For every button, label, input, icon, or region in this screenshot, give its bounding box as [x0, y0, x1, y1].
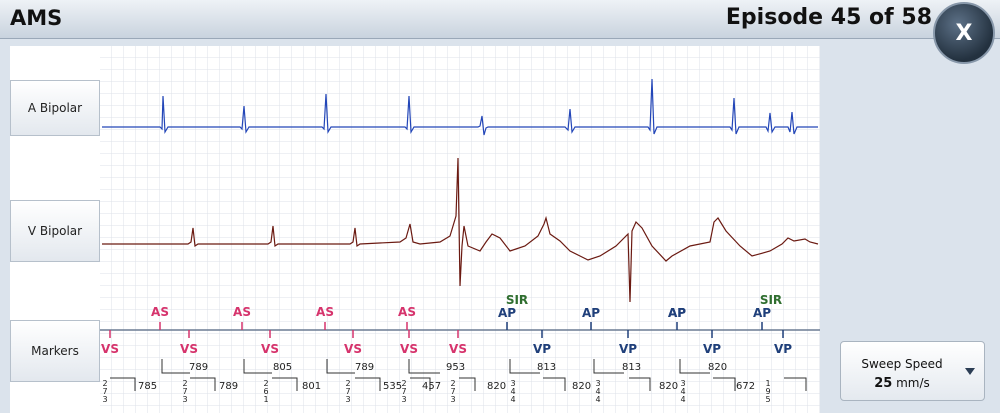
stacked-value: 261 — [262, 379, 271, 403]
vv-interval: 820 — [708, 362, 727, 373]
sweep-value-row: 25 mm/s — [841, 376, 963, 391]
close-button[interactable]: X — [933, 2, 995, 64]
ventricular-marker: VS — [449, 342, 467, 356]
stacked-value: 273 — [181, 379, 190, 403]
vv-interval: 789 — [355, 362, 374, 373]
episode-counter: Episode 45 of 58 — [725, 5, 932, 30]
atrial-marker: AP — [498, 306, 516, 320]
stacked-value: 273 — [344, 379, 353, 403]
egm-strip: AS AS AS AS SIR AP AP AP AP SIR AP VS VS… — [100, 46, 820, 413]
channel-button[interactable]: Markers — [10, 320, 100, 382]
v-bipolar-trace — [102, 157, 819, 303]
atrial-marker: AP — [582, 306, 600, 320]
grid — [100, 46, 820, 413]
sweep-value: 25 — [874, 376, 893, 391]
stacked-value: 344 — [679, 379, 688, 403]
atrial-marker: AS — [316, 305, 334, 319]
aa-interval: 785 — [138, 381, 157, 392]
aa-interval: 457 — [422, 381, 441, 392]
ventricular-marker: VS — [101, 342, 119, 356]
atrial-marker: AS — [151, 305, 169, 319]
aa-interval: 820 — [659, 381, 678, 392]
atrial-marker: AP — [668, 306, 686, 320]
aa-interval: 820 — [487, 381, 506, 392]
stacked-value: 344 — [594, 379, 603, 403]
vv-interval: 805 — [273, 362, 292, 373]
ventricular-marker: VS — [344, 342, 362, 356]
vv-interval: 953 — [446, 362, 465, 373]
atrial-marker: SIR — [760, 293, 782, 307]
atrial-marker: SIR — [506, 293, 528, 307]
top-bar: AMS Episode 45 of 58 — [0, 0, 1000, 39]
aa-interval: 672 — [736, 381, 755, 392]
atrial-marker: AP — [753, 306, 771, 320]
vv-interval: 813 — [537, 362, 556, 373]
aa-interval: 535 — [383, 381, 402, 392]
stacked-value: 273 — [449, 379, 458, 403]
stacked-value: 344 — [509, 379, 518, 403]
ventricular-marker: VS — [400, 342, 418, 356]
ventricular-marker: VS — [180, 342, 198, 356]
dropdown-arrow — [965, 368, 975, 375]
vv-interval: 789 — [189, 362, 208, 373]
atrial-marker: AP — [668, 306, 686, 320]
interval-brackets — [110, 359, 807, 391]
vv-interval: 813 — [622, 362, 641, 373]
stacked-value: 273 — [400, 379, 409, 403]
egm-panel: AS AS AS AS SIR AP AP AP AP SIR AP VS VS… — [10, 46, 820, 413]
stacked-value: 273 — [101, 379, 110, 403]
stacked-value: 195 — [764, 379, 773, 403]
sweep-label: Sweep Speed — [861, 357, 943, 371]
a-bipolar-trace — [102, 78, 818, 136]
channel-button[interactable]: A Bipolar — [10, 80, 100, 136]
ventricular-marker: VP — [774, 342, 792, 356]
aa-interval: 820 — [572, 381, 591, 392]
ventricular-marker: VP — [533, 342, 551, 356]
sweep-unit: mm/s — [896, 376, 930, 390]
atrial-marker: AS — [398, 305, 416, 319]
ventricular-marker: VP — [619, 342, 637, 356]
app-title: AMS — [10, 6, 63, 30]
channel-button[interactable]: V Bipolar — [10, 200, 100, 262]
aa-interval: 801 — [302, 381, 321, 392]
ventricular-marker: VP — [703, 342, 721, 356]
aa-interval: 789 — [219, 381, 238, 392]
atrial-marker: AS — [233, 305, 251, 319]
sweep-speed-dropdown[interactable]: Sweep Speed 25 mm/s — [840, 341, 985, 401]
ventricular-marker: VS — [261, 342, 279, 356]
marker-ticks — [109, 322, 784, 338]
